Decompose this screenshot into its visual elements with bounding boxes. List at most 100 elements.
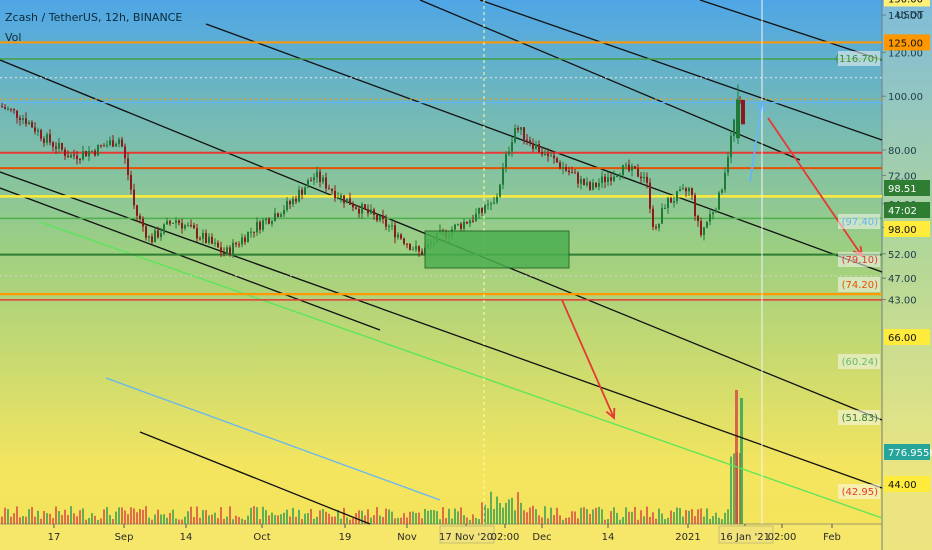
candle-body	[343, 195, 345, 204]
trend-channel-line[interactable]	[0, 187, 381, 331]
candle-body	[361, 204, 363, 214]
volume-bar	[433, 510, 435, 524]
candle-body	[13, 109, 15, 111]
candle-body	[34, 127, 36, 132]
volume-bar	[67, 514, 69, 524]
volume-bar	[568, 517, 570, 524]
trend-channel-line[interactable]	[0, 171, 883, 489]
candle-body	[7, 108, 9, 110]
price-axis-label-box[interactable]	[884, 329, 930, 345]
price-axis-label: 150.00	[888, 0, 923, 6]
candle-body	[325, 177, 327, 189]
price-axis-label-box[interactable]	[884, 202, 930, 218]
volume-bar	[103, 509, 105, 524]
volume-bar	[577, 518, 579, 524]
volume-bar	[289, 516, 291, 524]
candle-body	[700, 221, 702, 235]
price-axis-label-box[interactable]	[884, 221, 930, 237]
volume-bar	[100, 518, 102, 524]
projection-arrow[interactable]	[561, 299, 615, 419]
volume-bar	[25, 516, 27, 524]
volume-bar	[61, 514, 63, 524]
volume-bar	[379, 515, 381, 524]
volume-bar	[442, 507, 444, 524]
trend-channel-line[interactable]	[205, 23, 883, 273]
volume-bar	[652, 512, 654, 524]
volume-bar	[244, 519, 246, 524]
trend-channel-line[interactable]	[699, 0, 883, 61]
volume-bar	[712, 516, 714, 524]
volume-bar	[574, 511, 576, 524]
candle-body	[673, 201, 675, 203]
candle-body	[172, 223, 174, 224]
volume-bar	[472, 514, 474, 524]
volume-bar	[127, 514, 129, 524]
volume-bar	[535, 509, 537, 524]
volume-bar	[187, 511, 189, 524]
candle-body	[685, 188, 687, 192]
volume-bar	[64, 509, 66, 524]
volume-bar	[484, 504, 486, 524]
price-axis-label-box[interactable]	[884, 444, 930, 460]
candle-body	[322, 177, 324, 182]
candle-body	[559, 162, 561, 169]
price-axis-label: 125.00	[888, 38, 923, 49]
trend-channel-line[interactable]	[39, 221, 883, 519]
price-axis-label-box[interactable]	[884, 0, 930, 7]
candle-body	[544, 153, 546, 155]
candle-body	[304, 187, 306, 195]
candle-body	[169, 221, 171, 224]
volume-bar	[643, 516, 645, 524]
candle-body	[682, 188, 684, 190]
candle-body	[532, 143, 534, 149]
level-annotation-label: (79.10)	[842, 255, 879, 266]
candle-body	[25, 118, 27, 124]
candle-body	[505, 154, 507, 168]
candle-body	[238, 244, 240, 246]
price-axis-label-box[interactable]	[884, 476, 930, 492]
date-tick-label: 19	[339, 532, 352, 543]
volume-bar	[517, 492, 519, 524]
currency-badge[interactable]: USDT	[896, 10, 924, 21]
candle-body	[697, 215, 699, 221]
candle-body	[271, 221, 273, 224]
trend-channel-line[interactable]	[105, 377, 441, 501]
volume-bar	[740, 398, 743, 524]
volume-bar	[250, 507, 252, 524]
candle-body	[223, 252, 225, 254]
candle-body	[469, 220, 471, 224]
volume-bar	[724, 512, 726, 524]
candle-body	[253, 231, 255, 233]
volume-bar	[358, 510, 360, 524]
volume-bar	[490, 491, 492, 524]
volume-bar	[40, 518, 42, 524]
volume-bar	[592, 509, 594, 524]
candle-body	[577, 172, 579, 184]
candle-body	[394, 225, 396, 238]
candle-body	[43, 138, 45, 143]
trend-channel-line[interactable]	[479, 0, 883, 141]
candle-body	[490, 203, 492, 205]
support-zone-rectangle[interactable]	[424, 230, 570, 269]
candle-body	[649, 182, 651, 209]
trend-channel-line[interactable]	[139, 431, 371, 525]
price-labels: 150.00 125.00 (116.70) 98.51 47:02 (97.40) 98.…	[835, 0, 932, 499]
volume-bar	[409, 511, 411, 524]
projection-arrow[interactable]	[749, 101, 763, 183]
candle-body	[496, 196, 498, 203]
candle-body	[268, 218, 270, 224]
candle-body	[613, 176, 615, 181]
date-tick-label: 17	[48, 532, 61, 543]
volume-bar	[448, 508, 450, 524]
volume-bar	[295, 516, 297, 524]
candle-body	[667, 198, 669, 208]
volume-bar	[259, 519, 261, 524]
volume-bar	[439, 519, 441, 524]
price-axis-label-box[interactable]	[884, 34, 930, 51]
projection-arrow[interactable]	[767, 117, 863, 257]
candle-body	[121, 139, 123, 147]
price-axis-label-box[interactable]	[884, 180, 930, 196]
volume-bar	[190, 506, 192, 524]
